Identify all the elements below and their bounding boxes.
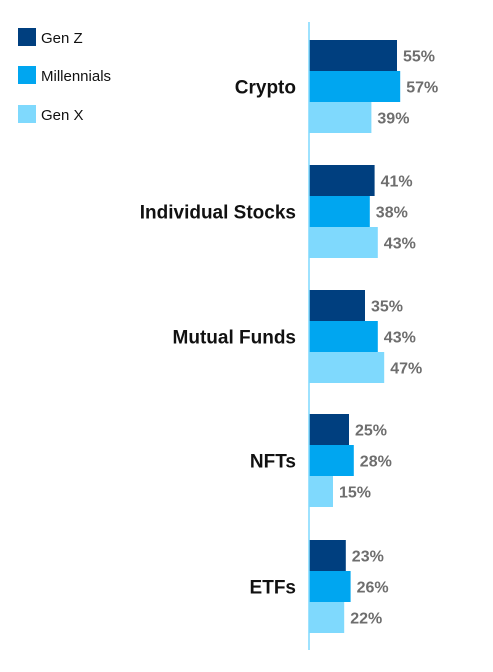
legend-label-millennials: Millennials bbox=[41, 68, 111, 85]
bar-nfts-millennials bbox=[309, 445, 354, 476]
category-label-individual-stocks: Individual Stocks bbox=[140, 203, 296, 224]
value-label-etfs-gen-z: 23% bbox=[352, 549, 384, 566]
category-label-nfts: NFTs bbox=[250, 452, 296, 473]
bar-mutual-funds-gen-x bbox=[309, 352, 385, 383]
value-label-crypto-gen-z: 55% bbox=[403, 49, 435, 66]
bar-crypto-gen-z bbox=[309, 40, 397, 71]
value-label-mutual-funds-gen-x: 47% bbox=[390, 361, 422, 378]
bars bbox=[309, 40, 401, 633]
legend: Gen Z Millennials Gen X bbox=[18, 28, 111, 124]
bar-mutual-funds-millennials bbox=[309, 321, 378, 352]
legend-swatch-gen-x bbox=[18, 105, 36, 123]
legend-label-gen-z: Gen Z bbox=[41, 30, 83, 47]
category-label-etfs: ETFs bbox=[250, 578, 296, 599]
bar-individual-stocks-gen-z bbox=[309, 165, 375, 196]
value-label-crypto-millennials: 57% bbox=[406, 80, 438, 97]
value-label-nfts-gen-x: 15% bbox=[339, 485, 371, 502]
bar-nfts-gen-z bbox=[309, 414, 349, 445]
value-label-crypto-gen-x: 39% bbox=[377, 111, 409, 128]
legend-swatch-millennials bbox=[18, 66, 36, 84]
value-label-mutual-funds-millennials: 43% bbox=[384, 330, 416, 347]
value-label-nfts-millennials: 28% bbox=[360, 454, 392, 471]
value-label-etfs-millennials: 26% bbox=[357, 580, 389, 597]
category-labels: Crypto Individual Stocks Mutual Funds NFTs E… bbox=[140, 78, 296, 599]
category-label-crypto: Crypto bbox=[235, 78, 296, 99]
value-label-mutual-funds-gen-z: 35% bbox=[371, 299, 403, 316]
bar-nfts-gen-x bbox=[309, 476, 333, 507]
bar-etfs-gen-z bbox=[309, 540, 346, 571]
legend-swatch-gen-z bbox=[18, 28, 36, 46]
legend-item-gen-x: Gen X bbox=[18, 105, 84, 124]
bar-crypto-gen-x bbox=[309, 102, 372, 133]
value-label-etfs-gen-x: 22% bbox=[350, 611, 382, 628]
bar-mutual-funds-gen-z bbox=[309, 290, 365, 321]
category-label-mutual-funds: Mutual Funds bbox=[173, 328, 296, 349]
value-label-individual-stocks-millennials: 38% bbox=[376, 205, 408, 222]
legend-label-gen-x: Gen X bbox=[41, 107, 84, 124]
bar-individual-stocks-gen-x bbox=[309, 227, 378, 258]
value-labels: 55% 57% 39% 41% 38% 43% 35% 43% 47% 25% 28% 15% 23% 2… bbox=[339, 49, 438, 628]
legend-item-gen-z: Gen Z bbox=[18, 28, 83, 47]
bar-individual-stocks-millennials bbox=[309, 196, 370, 227]
value-label-individual-stocks-gen-x: 43% bbox=[384, 236, 416, 253]
value-label-nfts-gen-z: 25% bbox=[355, 423, 387, 440]
bar-crypto-millennials bbox=[309, 71, 401, 102]
bar-etfs-millennials bbox=[309, 571, 351, 602]
bar-etfs-gen-x bbox=[309, 602, 345, 633]
value-label-individual-stocks-gen-z: 41% bbox=[381, 174, 413, 191]
legend-item-millennials: Millennials bbox=[18, 66, 111, 85]
